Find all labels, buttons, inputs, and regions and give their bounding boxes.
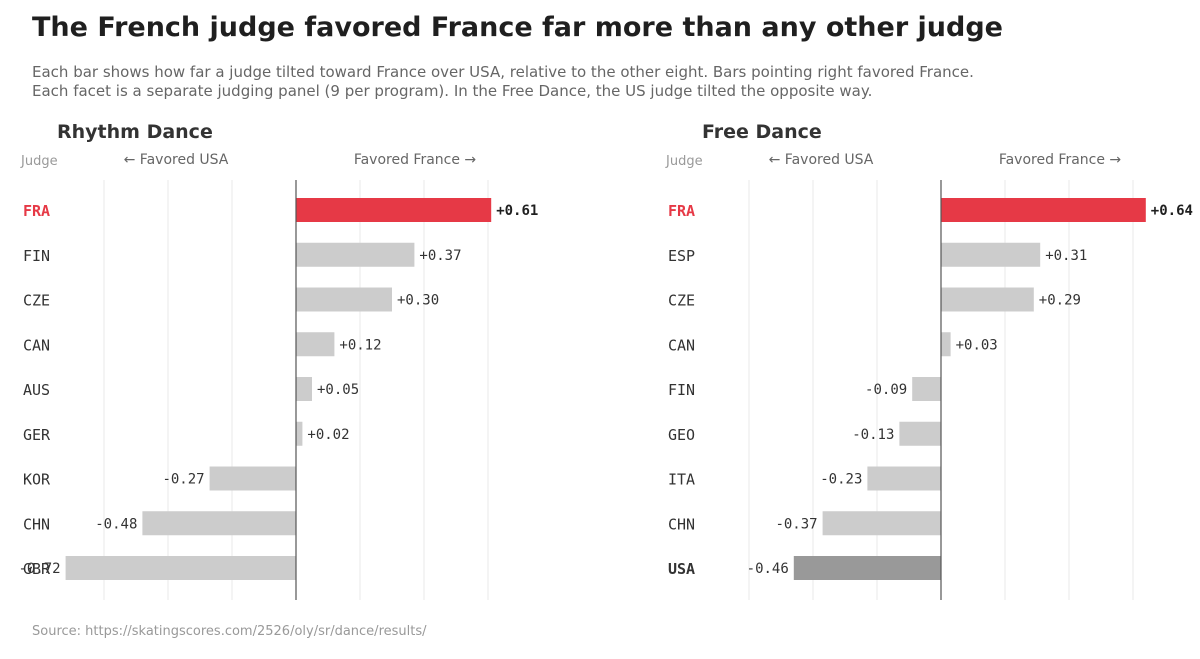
category-label-esp: ESP xyxy=(668,247,695,265)
value-label-chn: -0.37 xyxy=(775,516,817,532)
bar-cze xyxy=(296,287,392,312)
favored-france-label: Favored France → xyxy=(999,152,1122,168)
page-title: The French judge favored France far more… xyxy=(32,12,1003,43)
bar-chn xyxy=(822,511,941,536)
category-label-usa: USA xyxy=(668,560,695,578)
category-label-cze: CZE xyxy=(668,292,695,310)
bar-gbr xyxy=(65,556,296,580)
favored-usa-label: ← Favored USA xyxy=(769,152,874,168)
value-label-geo: -0.13 xyxy=(852,427,894,443)
category-label-kor: KOR xyxy=(23,471,51,489)
category-label-gbr: GBR xyxy=(23,560,51,578)
category-label-fra: FRA xyxy=(23,202,50,220)
bar-ita xyxy=(867,466,941,491)
value-label-ger: +0.02 xyxy=(307,427,349,443)
category-label-fin: FIN xyxy=(23,247,50,265)
bar-can xyxy=(941,332,951,357)
judge-header: Judge xyxy=(665,154,703,169)
value-label-fra: +0.64 xyxy=(1151,203,1193,219)
category-label-geo: GEO xyxy=(668,426,695,444)
bar-fra xyxy=(296,198,492,222)
value-label-ita: -0.23 xyxy=(820,472,862,488)
bar-esp xyxy=(941,242,1041,267)
bar-aus xyxy=(296,377,312,401)
value-label-fra: +0.61 xyxy=(496,203,538,219)
category-label-fin: FIN xyxy=(668,381,695,399)
subtitle-line: Each bar shows how far a judge tilted to… xyxy=(32,63,974,81)
judge-header: Judge xyxy=(20,154,58,169)
category-label-ger: GER xyxy=(23,426,51,444)
value-label-aus: +0.05 xyxy=(317,382,359,398)
value-label-fin: +0.37 xyxy=(419,248,461,264)
bar-kor xyxy=(209,466,296,491)
category-label-can: CAN xyxy=(23,336,50,354)
subtitle-line: Each facet is a separate judging panel (… xyxy=(32,82,873,100)
facet-title: Rhythm Dance xyxy=(57,121,213,143)
category-label-chn: CHN xyxy=(668,515,695,533)
category-label-can: CAN xyxy=(668,336,695,354)
value-label-kor: -0.27 xyxy=(162,472,204,488)
bar-geo xyxy=(899,421,941,446)
category-label-fra: FRA xyxy=(668,202,695,220)
value-label-can: +0.12 xyxy=(339,337,381,353)
subtitle: Each bar shows how far a judge tilted to… xyxy=(32,63,974,101)
category-label-chn: CHN xyxy=(23,515,50,533)
value-label-gbr: -0.72 xyxy=(18,561,60,577)
value-label-fin: -0.09 xyxy=(865,382,907,398)
facet-title: Free Dance xyxy=(702,121,822,143)
bar-can xyxy=(296,332,335,357)
category-label-cze: CZE xyxy=(23,292,50,310)
bar-fin xyxy=(296,242,415,267)
favored-usa-label: ← Favored USA xyxy=(124,152,229,168)
value-label-chn: -0.48 xyxy=(95,516,137,532)
category-label-ita: ITA xyxy=(668,471,695,489)
value-label-usa: -0.46 xyxy=(747,561,789,577)
value-label-can: +0.03 xyxy=(956,337,998,353)
bar-ger xyxy=(296,421,303,446)
bar-fin xyxy=(912,377,941,401)
category-label-aus: AUS xyxy=(23,381,50,399)
bar-cze xyxy=(941,287,1034,312)
bar-usa xyxy=(793,556,941,580)
value-label-esp: +0.31 xyxy=(1045,248,1087,264)
bar-chn xyxy=(142,511,296,536)
source-note: Source: https://skatingscores.com/2526/o… xyxy=(32,624,427,639)
bar-fra xyxy=(941,198,1146,222)
favored-france-label: Favored France → xyxy=(354,152,477,168)
value-label-cze: +0.30 xyxy=(397,293,439,309)
value-label-cze: +0.29 xyxy=(1039,293,1081,309)
